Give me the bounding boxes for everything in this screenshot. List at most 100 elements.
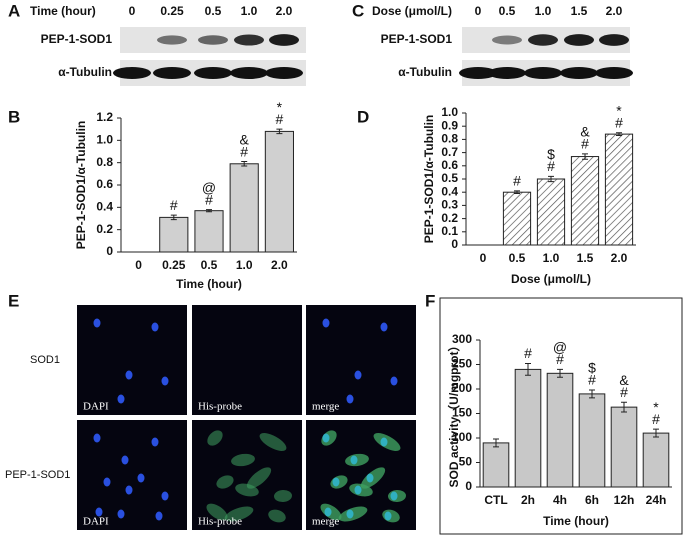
significance-mark: #	[524, 345, 532, 361]
y-tick-label: 300	[452, 332, 472, 346]
significance-mark: #	[170, 197, 178, 213]
x-tick-label: 0	[480, 251, 487, 265]
blot-band	[194, 67, 232, 79]
lane-label: 0.5	[499, 4, 516, 18]
significance-mark: #	[620, 384, 628, 400]
y-tick-label: 0.8	[441, 132, 458, 146]
x-tick-label: 4h	[553, 493, 567, 507]
x-axis-label: Time (hour)	[543, 514, 609, 528]
significance-mark: *	[277, 99, 283, 115]
significance-mark: @	[202, 179, 216, 195]
bar	[194, 210, 224, 253]
x-tick-label: 6h	[585, 493, 599, 507]
significance-mark: @	[553, 339, 567, 355]
y-tick-label: 200	[452, 381, 472, 395]
significance-mark: *	[616, 103, 622, 119]
nucleus	[366, 473, 374, 483]
blot-band	[198, 35, 228, 45]
nucleus	[322, 318, 330, 328]
blot-band	[157, 35, 187, 45]
blot-band	[113, 67, 151, 79]
blot-band	[265, 67, 303, 79]
y-tick-label: 1.0	[96, 133, 113, 147]
y-tick-label: 100	[452, 430, 472, 444]
error-bar	[616, 132, 622, 136]
significance-mark: &	[580, 124, 590, 140]
blot-band	[234, 34, 264, 46]
blot-band	[528, 34, 558, 46]
image-bg	[77, 305, 187, 415]
cell-green	[216, 475, 234, 489]
y-tick-label: 0.4	[441, 184, 458, 198]
y-axis-label: SOD activity（U/mgprot）	[446, 339, 461, 487]
y-tick-label: 0.9	[441, 118, 458, 132]
blot-band	[459, 67, 497, 79]
blot-band	[269, 34, 299, 46]
image-caption: His-probe	[198, 516, 242, 528]
bar	[536, 178, 566, 246]
image-bg	[306, 305, 416, 415]
error-bar	[241, 161, 248, 167]
error-bar	[589, 389, 595, 399]
y-tick-label: 0	[465, 479, 472, 493]
nucleus	[121, 455, 129, 465]
bar	[546, 372, 574, 488]
lane-label: 0	[475, 4, 482, 18]
blot-band	[524, 67, 562, 79]
nucleus	[346, 509, 354, 519]
blot-band	[560, 67, 598, 79]
cell-green	[206, 503, 228, 521]
nucleus	[332, 477, 340, 487]
nucleus	[125, 370, 133, 380]
nucleus	[380, 322, 388, 332]
nucleus	[103, 477, 111, 487]
cell-green	[259, 433, 287, 451]
significance-mark: #	[556, 351, 564, 367]
significance-mark: #	[615, 115, 623, 131]
image-panel: His-probe	[192, 420, 302, 530]
image-row-label: SOD1	[30, 354, 60, 366]
error-bar	[621, 401, 627, 413]
bar	[610, 406, 638, 488]
blot-band	[492, 35, 522, 45]
panel-frame	[439, 297, 683, 535]
blot-row-label: PEP-1-SOD1	[41, 32, 113, 46]
nucleus	[95, 507, 103, 517]
bar	[578, 393, 606, 488]
lane-label: 0	[129, 4, 136, 18]
bar	[502, 191, 532, 246]
image-caption: DAPI	[83, 516, 109, 528]
x-tick-label: 1.5	[577, 251, 594, 265]
nucleus	[346, 394, 354, 404]
significance-mark: #	[276, 111, 284, 127]
y-tick-label: 1.0	[441, 105, 458, 119]
image-bg	[77, 420, 187, 530]
significance-mark: #	[581, 136, 589, 152]
x-tick-label: CTL	[484, 493, 507, 507]
lane-label: 1.5	[571, 4, 588, 18]
cell-green	[224, 506, 254, 522]
x-tick-label: 0.5	[509, 251, 526, 265]
image-panel: merge	[306, 305, 416, 415]
bar	[570, 156, 600, 246]
lane-label: 1.0	[535, 4, 552, 18]
nucleus	[390, 376, 398, 386]
y-tick-label: 0.1	[441, 224, 458, 238]
nucleus	[93, 318, 101, 328]
image-panel: DAPI	[77, 420, 187, 530]
error-bar	[493, 438, 499, 448]
panel-label: A	[8, 1, 20, 20]
significance-mark: &	[619, 372, 629, 388]
significance-mark: #	[240, 143, 248, 159]
nucleus	[151, 437, 159, 447]
y-tick-label: 0.7	[441, 145, 458, 159]
y-tick-label: 0.2	[96, 222, 113, 236]
cell-green	[274, 489, 292, 503]
significance-mark: *	[653, 399, 659, 415]
significance-mark: #	[547, 158, 555, 174]
bar	[514, 368, 542, 488]
image-row-label: PEP-1-SOD1	[5, 469, 70, 481]
image-caption: merge	[312, 401, 339, 413]
nucleus	[161, 491, 169, 501]
